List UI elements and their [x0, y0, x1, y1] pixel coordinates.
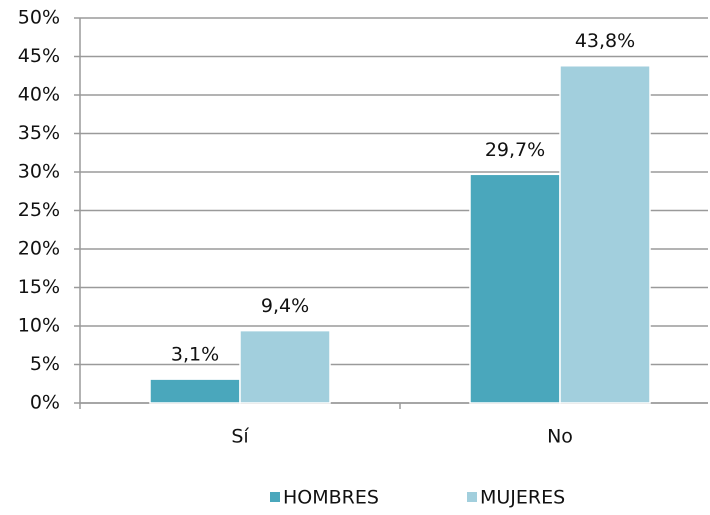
- data-label: 9,4%: [261, 295, 309, 317]
- y-tick-label: 45%: [18, 45, 60, 67]
- y-tick-label: 30%: [18, 161, 60, 183]
- legend-swatch: [270, 492, 280, 502]
- data-label: 29,7%: [485, 139, 545, 161]
- legend-swatch: [467, 492, 477, 502]
- data-label: 43,8%: [575, 30, 635, 52]
- bar: [559, 64, 651, 404]
- y-tick-label: 50%: [18, 7, 60, 29]
- data-label: 3,1%: [171, 344, 219, 366]
- legend-label: HOMBRES: [283, 487, 379, 509]
- y-tick-label: 35%: [18, 122, 60, 144]
- bar: [239, 329, 331, 404]
- bar: [149, 378, 241, 404]
- y-tick-label: 10%: [18, 315, 60, 337]
- bar: [469, 173, 561, 404]
- y-tick-label: 20%: [18, 238, 60, 260]
- y-tick-label: 5%: [30, 353, 60, 375]
- y-tick-label: 0%: [30, 392, 60, 414]
- legend-label: MUJERES: [480, 487, 565, 509]
- y-tick-label: 40%: [18, 84, 60, 106]
- x-tick-label: No: [547, 426, 573, 448]
- x-tick-label: Sí: [231, 426, 249, 448]
- y-tick-label: 15%: [18, 276, 60, 298]
- y-tick-label: 25%: [18, 199, 60, 221]
